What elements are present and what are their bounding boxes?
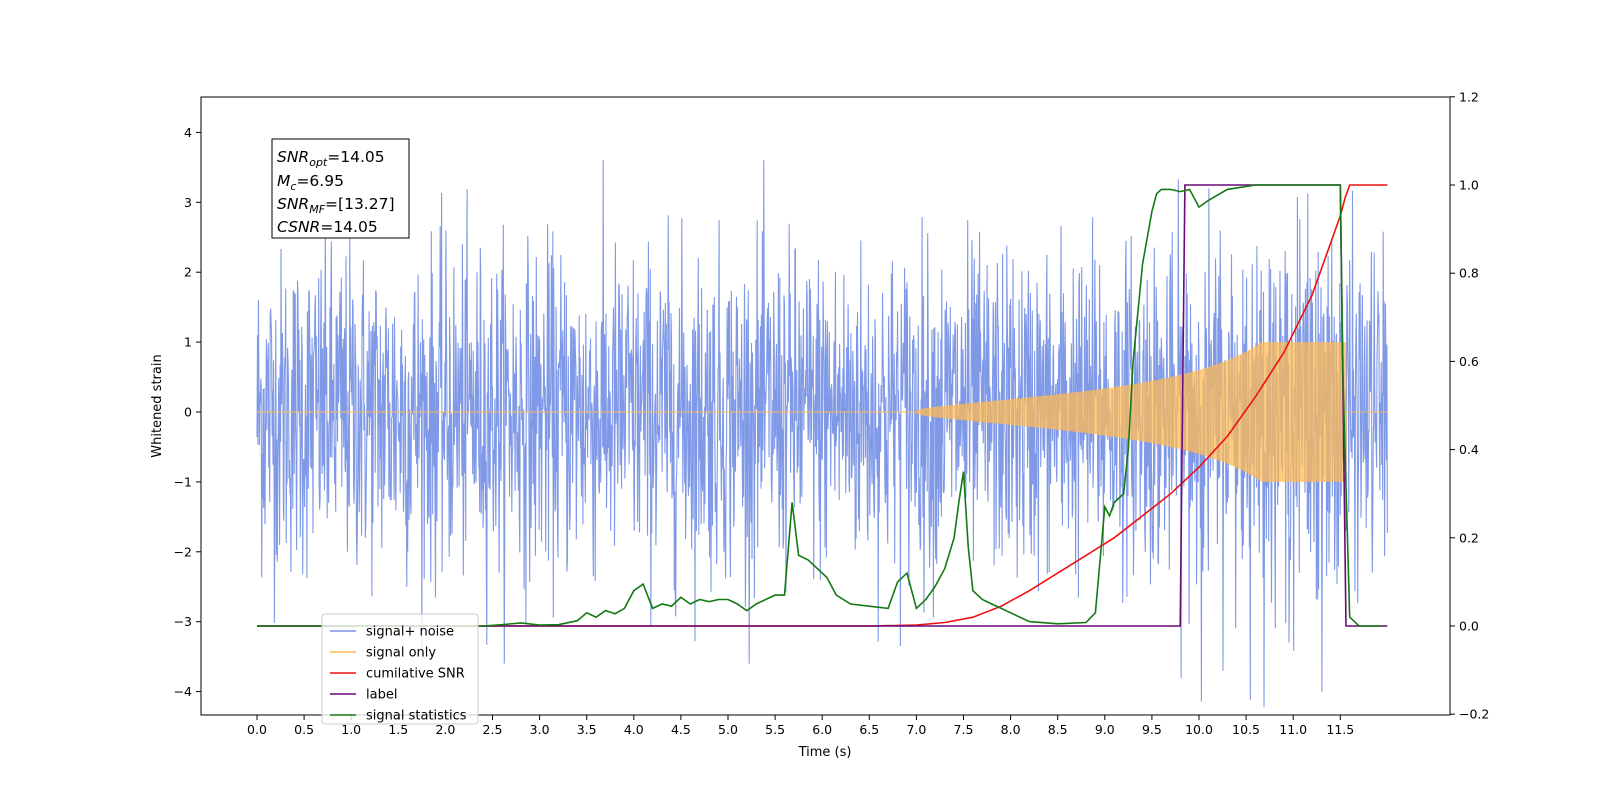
y-axis-label: Whitened strain — [150, 354, 165, 457]
series-signal-noise — [256, 160, 1388, 708]
x-tick-label: 3.5 — [577, 722, 597, 737]
legend-label: cumilative SNR — [366, 667, 465, 682]
series-signal-statistics — [257, 184, 1383, 627]
y-tick-label: −1 — [174, 474, 192, 489]
annotation-mc: Mc=6.95 — [277, 172, 344, 193]
x-tick-label: 9.0 — [1095, 722, 1115, 737]
annotation-csnr: CSNR=14.05 — [277, 218, 378, 236]
y-tick-label: 3 — [184, 195, 192, 210]
y2-tick-label: 0.8 — [1459, 266, 1479, 281]
y-axis-right: −0.2 0.0 0.2 0.4 0.6 0.8 1.0 1.2 — [1450, 89, 1489, 722]
x-tick-label: 5.5 — [765, 722, 785, 737]
x-axis-label: Time (s) — [798, 745, 852, 760]
y-tick-label: −4 — [174, 684, 192, 699]
y-tick-label: 2 — [184, 265, 192, 280]
y2-tick-label: 1.2 — [1459, 89, 1479, 104]
series-cumulative-snr — [257, 184, 1388, 627]
legend-label: label — [366, 688, 397, 703]
y2-tick-label: 0.6 — [1459, 354, 1479, 369]
x-tick-label: 5.0 — [718, 722, 738, 737]
x-tick-label: 10.5 — [1232, 722, 1260, 737]
x-tick-label: 0.0 — [247, 722, 267, 737]
x-tick-label: 7.5 — [954, 722, 974, 737]
x-tick-label: 8.0 — [1001, 722, 1021, 737]
annotation-snr-mf: SNRMF=[13.27] — [277, 195, 395, 216]
x-tick-label: 6.5 — [859, 722, 879, 737]
legend-label: signal only — [366, 646, 436, 661]
plot-frame — [200, 96, 1451, 716]
x-tick-label: 3.0 — [530, 722, 550, 737]
annotation-snr-opt: SNRopt=14.05 — [277, 148, 385, 169]
x-tick-label: 4.0 — [624, 722, 644, 737]
x-tick-label: 11.0 — [1279, 722, 1307, 737]
x-tick-label: 1.0 — [341, 722, 361, 737]
y-tick-label: −3 — [174, 614, 192, 629]
y2-tick-label: 0.2 — [1459, 530, 1479, 545]
annotation-box: SNRopt=14.05 Mc=6.95 SNRMF=[13.27] CSNR=… — [271, 138, 410, 239]
x-tick-label: 8.5 — [1048, 722, 1068, 737]
series-signal-only — [256, 342, 1388, 482]
x-tick-label: 0.5 — [294, 722, 314, 737]
y2-tick-label: 0.0 — [1459, 619, 1479, 634]
x-tick-label: 10.0 — [1185, 722, 1213, 737]
x-tick-label: 11.5 — [1326, 722, 1354, 737]
x-tick-label: 1.5 — [388, 722, 408, 737]
y-tick-label: 0 — [184, 405, 192, 420]
x-tick-label: 2.5 — [483, 722, 503, 737]
legend-label: signal+ noise — [366, 625, 454, 640]
legend: signal+ noise signal only cumilative SNR la… — [321, 613, 479, 725]
x-tick-label: 7.0 — [906, 722, 926, 737]
y2-tick-label: 0.4 — [1459, 442, 1479, 457]
x-tick-label: 4.5 — [671, 722, 691, 737]
x-tick-label: 2.0 — [435, 722, 455, 737]
y-tick-label: 1 — [184, 335, 192, 350]
y2-tick-label: 1.0 — [1459, 178, 1479, 193]
series-layer — [256, 160, 1388, 708]
x-tick-label: 6.0 — [812, 722, 832, 737]
legend-label: signal statistics — [366, 709, 467, 724]
y2-tick-label: −0.2 — [1459, 707, 1489, 722]
y-tick-label: −2 — [174, 544, 192, 559]
y-tick-label: 4 — [184, 125, 192, 140]
y-axis-left: −4 −3 −2 −1 0 1 2 3 4 — [174, 125, 201, 699]
x-tick-label: 9.5 — [1142, 722, 1162, 737]
x-axis: 0.0 0.5 1.0 1.5 2.0 2.5 3.0 3.5 4.0 4.5 5.0 5.5 6.0 6… — [247, 715, 1354, 737]
